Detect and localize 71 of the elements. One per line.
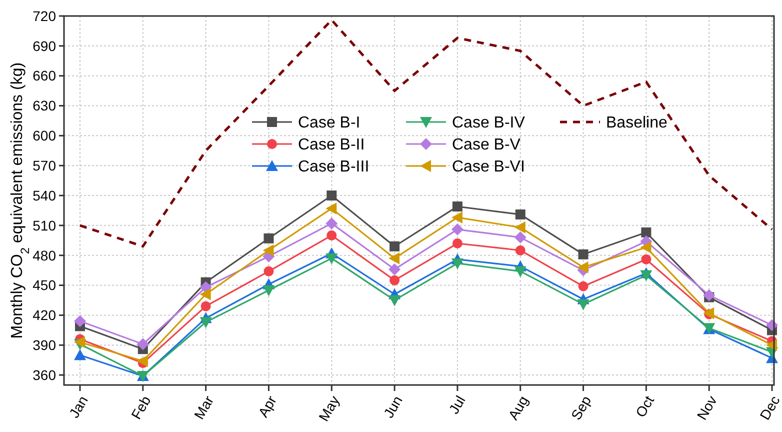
x-tick-label: Jun — [380, 392, 406, 421]
y-tick-label: 720 — [32, 8, 56, 24]
x-tick-label: Jul — [445, 392, 468, 416]
point — [514, 266, 526, 278]
y-tick-label: 510 — [32, 217, 56, 234]
point — [577, 261, 588, 274]
legend-label: Case B-I — [298, 114, 360, 132]
point — [200, 301, 211, 312]
point — [452, 201, 462, 212]
legend-label: Case B-III — [298, 158, 370, 176]
point — [452, 238, 462, 248]
point — [74, 336, 85, 348]
x-tick-label: Dec — [756, 392, 782, 423]
point — [390, 275, 400, 286]
x-tick-label: Apr — [254, 392, 280, 420]
y-tick-label: 660 — [32, 68, 56, 84]
y-tick-label: 540 — [32, 187, 56, 204]
point — [577, 299, 590, 310]
x-tick-label: Mar — [190, 392, 217, 422]
y-tick-label: 360 — [32, 366, 56, 383]
y-tick-label: 690 — [32, 38, 56, 54]
point — [451, 258, 464, 270]
x-tick-label: Sep — [568, 392, 594, 423]
point — [200, 288, 211, 300]
point — [388, 295, 401, 306]
y-tick-label: 390 — [32, 337, 56, 354]
point — [200, 317, 212, 328]
y-tick-label: 630 — [32, 98, 56, 114]
legend-label: Case B-II — [298, 136, 365, 154]
point — [262, 244, 274, 256]
point — [578, 281, 588, 292]
point — [326, 230, 337, 240]
y-tick-label: 420 — [32, 307, 56, 324]
point — [390, 241, 400, 252]
x-tick-label: Jan — [66, 392, 91, 421]
point — [326, 217, 338, 230]
point — [641, 227, 652, 238]
point — [514, 231, 526, 244]
point — [451, 211, 462, 224]
point — [388, 263, 401, 276]
legend-label: Case B-VI — [452, 158, 525, 176]
legend-label: Baseline — [606, 114, 668, 132]
point — [641, 254, 652, 264]
point — [640, 270, 652, 282]
point — [703, 289, 716, 302]
legend-label: Case B-V — [452, 136, 521, 154]
point — [515, 245, 526, 256]
line-series — [78, 18, 774, 248]
legend-label: Case B-IV — [452, 114, 526, 132]
point — [578, 249, 588, 260]
y-tick-label: 480 — [32, 247, 56, 264]
point — [514, 221, 526, 234]
point — [640, 241, 652, 254]
point — [136, 338, 149, 350]
point — [326, 190, 337, 201]
point — [326, 253, 338, 264]
point — [262, 285, 275, 296]
point — [326, 202, 337, 214]
y-tick-label: 450 — [32, 277, 56, 294]
x-tick-label: Oct — [632, 392, 658, 420]
y-tick-label: 600 — [32, 128, 56, 144]
point — [264, 233, 274, 244]
point — [451, 223, 464, 236]
point — [515, 209, 526, 220]
point — [388, 252, 400, 264]
point — [74, 315, 86, 328]
x-tick-label: Feb — [128, 392, 154, 422]
y-tick-label: 570 — [32, 157, 56, 174]
point — [136, 355, 148, 368]
point — [264, 266, 274, 276]
point — [74, 349, 86, 360]
